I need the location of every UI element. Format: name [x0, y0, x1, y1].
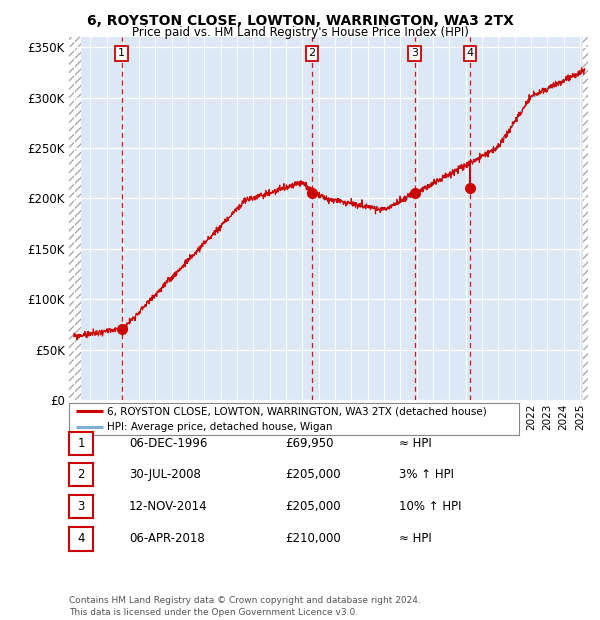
Bar	[583, 37, 588, 400]
Text: £210,000: £210,000	[285, 533, 341, 545]
Text: £205,000: £205,000	[285, 500, 341, 513]
Text: 3% ↑ HPI: 3% ↑ HPI	[399, 468, 454, 481]
Text: £69,950: £69,950	[285, 437, 334, 450]
Text: 4: 4	[466, 48, 473, 58]
Text: Contains HM Land Registry data © Crown copyright and database right 2024.
This d: Contains HM Land Registry data © Crown c…	[69, 596, 421, 617]
Text: HPI: Average price, detached house, Wigan: HPI: Average price, detached house, Wiga…	[107, 422, 333, 432]
Text: 10% ↑ HPI: 10% ↑ HPI	[399, 500, 461, 513]
Text: 06-DEC-1996: 06-DEC-1996	[129, 437, 208, 450]
Text: Price paid vs. HM Land Registry's House Price Index (HPI): Price paid vs. HM Land Registry's House …	[131, 26, 469, 39]
Text: 12-NOV-2014: 12-NOV-2014	[129, 500, 208, 513]
Text: £205,000: £205,000	[285, 468, 341, 481]
Text: 2: 2	[77, 468, 85, 481]
Text: 3: 3	[411, 48, 418, 58]
Text: 6, ROYSTON CLOSE, LOWTON, WARRINGTON, WA3 2TX (detached house): 6, ROYSTON CLOSE, LOWTON, WARRINGTON, WA…	[107, 406, 487, 416]
Bar	[69, 37, 81, 400]
Text: ≈ HPI: ≈ HPI	[399, 437, 432, 450]
Text: 4: 4	[77, 533, 85, 545]
Text: 06-APR-2018: 06-APR-2018	[129, 533, 205, 545]
Text: 1: 1	[118, 48, 125, 58]
Text: 6, ROYSTON CLOSE, LOWTON, WARRINGTON, WA3 2TX: 6, ROYSTON CLOSE, LOWTON, WARRINGTON, WA…	[86, 14, 514, 28]
Text: 1: 1	[77, 437, 85, 450]
Text: 2: 2	[308, 48, 316, 58]
Text: 30-JUL-2008: 30-JUL-2008	[129, 468, 201, 481]
Text: ≈ HPI: ≈ HPI	[399, 533, 432, 545]
Text: 3: 3	[77, 500, 85, 513]
